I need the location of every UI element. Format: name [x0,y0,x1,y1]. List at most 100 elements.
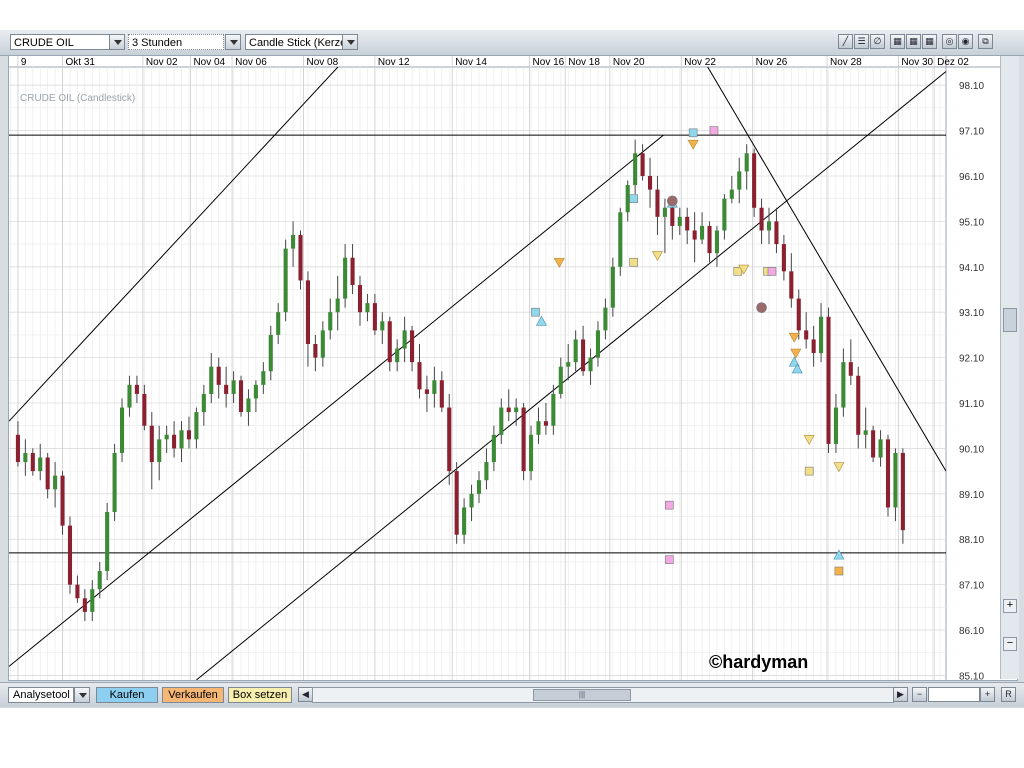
analysis-tool-dropdown-arrow-icon[interactable] [74,687,90,703]
signal-marker-triangle-down [788,332,800,343]
candle-down [30,452,35,472]
candle-up [194,412,199,440]
buy-button[interactable]: Kaufen [96,687,158,703]
symbol-select[interactable]: CRUDE OIL [10,34,110,50]
fibonacci-icon[interactable]: ☰ [854,34,869,49]
candle-up [112,452,117,512]
candle-up [819,316,824,354]
horizontal-scrollbar[interactable]: ||| [312,687,894,703]
candle-up [491,434,496,463]
x-tick-label: Nov 12 [378,57,410,68]
candles-layer [15,139,905,621]
candle-up [588,357,593,372]
signal-marker-square [709,126,719,135]
draw-line-icon[interactable]: ╱ [838,34,853,49]
grid-small-icon[interactable]: ▦ [890,34,905,49]
candle-down [581,339,586,372]
symbol-dropdown-arrow-icon[interactable] [109,34,125,50]
zoom-in-icon[interactable]: + [1003,599,1017,613]
candle-down [67,525,73,585]
candle-up [231,380,236,394]
interval-select[interactable]: 3 Stunden [128,34,224,50]
candle-up [566,362,571,367]
x-tick-label: Nov 28 [830,57,862,68]
interval-dropdown-arrow-icon[interactable] [225,34,241,50]
y-tick-label: 94.10 [959,263,984,274]
candle-down [685,216,690,231]
settings-icon[interactable]: ◎ [942,34,957,49]
x-tick-label: Nov 20 [613,57,645,68]
vertical-scroll-thumb[interactable] [1003,308,1017,332]
indicator-icon[interactable]: ◉ [958,34,973,49]
candle-down [506,407,511,413]
analysis-tool-select[interactable]: Analysetool [8,687,74,703]
candle-up [744,153,749,172]
candle-up [863,430,868,435]
candle-up [127,384,132,408]
candle-up [573,339,578,363]
vertical-scrollbar[interactable]: + − [1000,56,1019,679]
candle-down [811,339,816,354]
horizontal-scroll-thumb[interactable]: ||| [533,689,631,701]
sell-button[interactable]: Verkaufen [162,687,224,703]
signal-marker-square [665,555,674,564]
grid-large-icon[interactable]: ▦ [922,34,937,49]
y-tick-label: 93.10 [959,308,984,319]
candle-down [424,389,429,394]
candle-up [462,507,467,535]
candle-down [45,457,50,490]
signal-marker-circle [756,302,767,313]
box-button[interactable]: Box setzen [228,687,292,703]
candle-up [335,298,340,313]
reset-button[interactable]: R [1001,687,1016,702]
candle-down [149,425,154,463]
zoom-out-horizontal-icon[interactable]: − [912,687,927,702]
signal-marker-triangle-down [790,348,802,359]
candle-up [23,452,28,463]
candle-up [484,462,489,481]
signal-marker-square [629,257,638,267]
candle-down [521,407,526,472]
candle-up [246,398,251,413]
candle-down [238,380,244,413]
candle-up [476,480,482,494]
candle-up [536,421,541,435]
candle-up [729,189,734,199]
scroll-right-icon[interactable]: ▶ [893,687,908,702]
y-tick-label: 92.10 [959,354,984,365]
zoom-out-icon[interactable]: − [1003,637,1017,651]
zoom-level-field[interactable] [928,687,980,702]
candle-up [261,371,266,385]
candle-up [610,266,615,308]
markers-layer [531,126,845,576]
candle-down [856,375,861,435]
zoom-in-horizontal-icon[interactable]: + [980,687,995,702]
candle-down [75,584,80,599]
candle-down [752,153,757,208]
candle-up [737,171,742,190]
detach-window-icon[interactable]: ⧉ [978,34,993,49]
chart-type-select[interactable]: Candle Stick (Kerze [245,34,343,50]
grid-medium-icon[interactable]: ▦ [906,34,921,49]
trend-line [196,71,946,680]
chart-panel[interactable]: 9 Okt 31 Nov 02 Nov 04 Nov 06 Nov 08 Nov 12 Nov… [8,55,1018,681]
scroll-left-icon[interactable]: ◀ [298,687,313,702]
candle-up [201,393,206,413]
candle-up [119,407,125,453]
x-tick-label: Nov 06 [235,57,267,68]
candlestick-chart[interactable]: 9 Okt 31 Nov 02 Nov 04 Nov 06 Nov 08 Nov 12 Nov… [9,56,1017,680]
chart-type-dropdown-arrow-icon[interactable] [342,34,358,50]
candle-up [38,457,43,472]
candle-down [410,330,415,363]
candle-up [558,366,563,394]
candle-up [395,348,400,363]
y-tick-label: 91.10 [959,399,984,410]
candle-up [595,330,601,358]
series-label: CRUDE OIL (Candlestick) [20,93,136,104]
erase-icon[interactable]: ∅ [870,34,885,49]
x-tick-label: 9 [21,57,27,68]
x-tick-label: Okt 31 [66,57,96,68]
x-tick-label: Nov 18 [568,57,600,68]
candle-up [402,330,407,349]
candle-up [603,307,608,331]
